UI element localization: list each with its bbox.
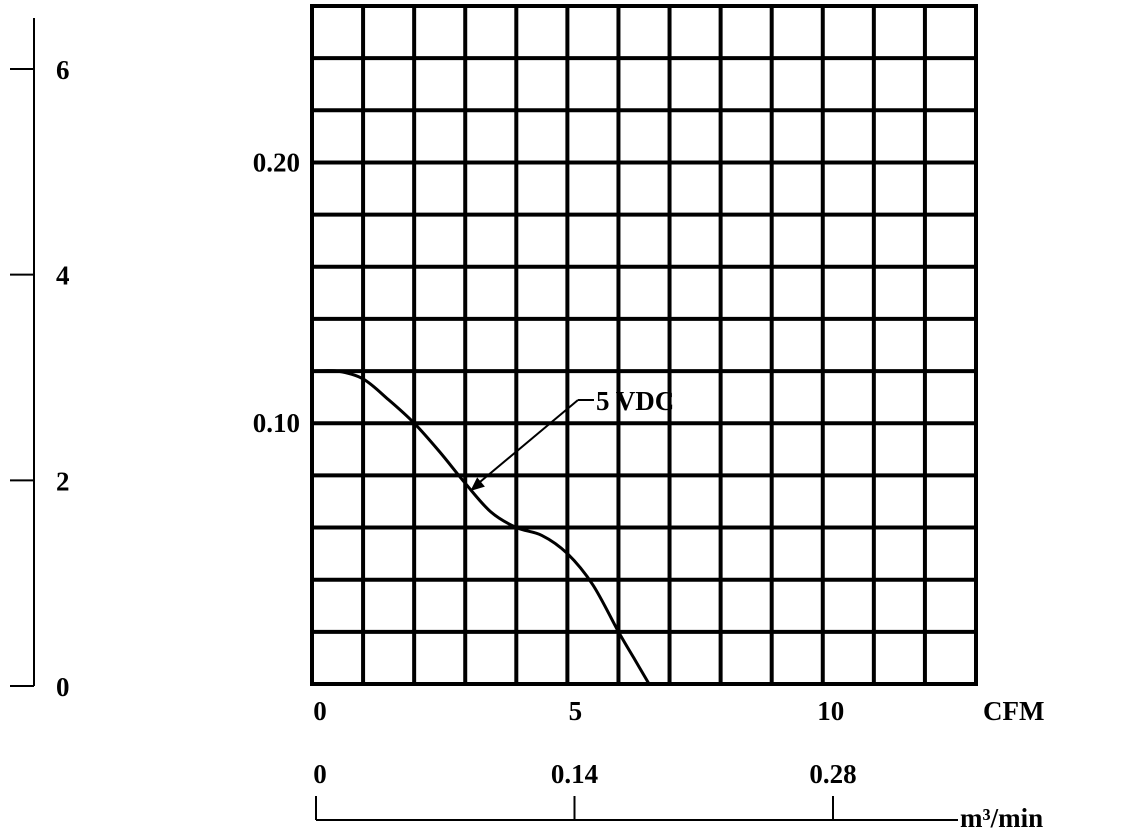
x-tick-label: 10 [817,696,844,726]
bottom-axis-tick-label: 0.14 [551,759,598,789]
y-tick-labels: 0.10 0.20 [253,147,300,438]
left-secondary-axis: 0 2 4 6 [10,18,70,702]
annotation-layer: 5 VDC [470,386,674,492]
x-tick-labels: 0 5 10 CFM [313,696,1044,726]
plot-grid [310,4,978,686]
curve-layer [311,369,651,685]
bottom-axis-tick-label: 0 [313,759,327,789]
x-axis-title: CFM [983,696,1044,726]
bottom-axis-title: m³/min [960,803,1043,829]
series-line-0 [311,369,651,685]
bottom-axis-tick-label: 0.28 [809,759,856,789]
left-axis-tick-label: 2 [56,466,70,496]
left-axis-tick-label: 0 [56,672,70,702]
annotation-arrow-line [475,399,579,486]
annotation-label: 5 VDC [596,386,674,416]
y-tick-label: 0.10 [253,408,300,438]
x-tick-label: 0 [313,696,327,726]
annotation-arrowhead [470,477,485,492]
left-axis-tick-label: 4 [56,261,70,291]
left-axis-tick-label: 6 [56,55,70,85]
y-tick-label: 0.20 [253,147,300,177]
bottom-secondary-axis: 0 0.14 0.28 m³/min [313,759,1043,829]
x-tick-label: 5 [569,696,583,726]
